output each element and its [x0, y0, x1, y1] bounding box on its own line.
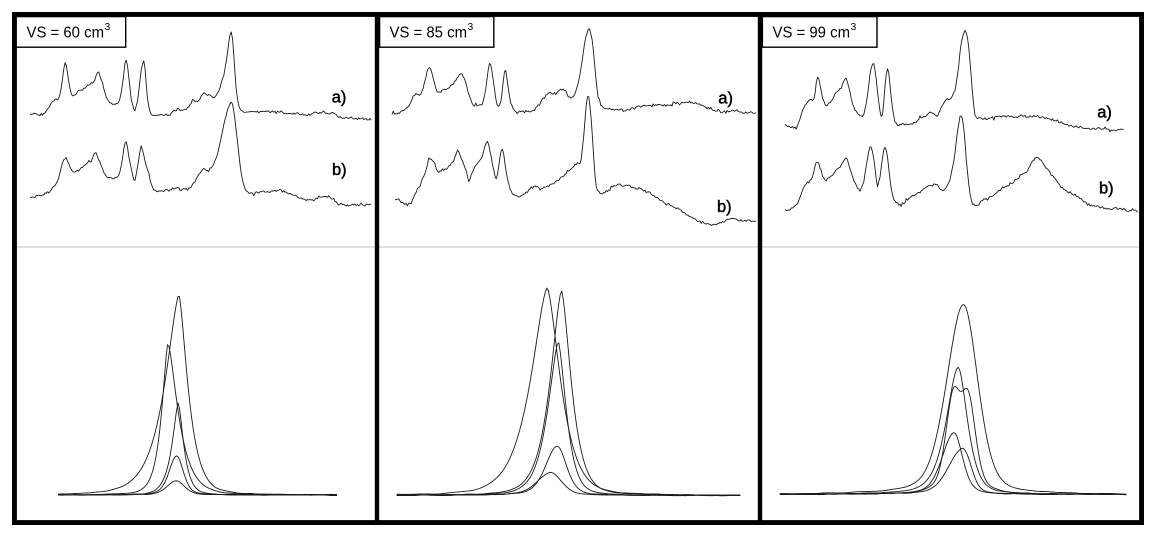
svg-text:b): b)	[332, 161, 347, 179]
svg-text:3: 3	[468, 22, 474, 33]
svg-text:VS = 99 cm: VS = 99 cm	[773, 25, 851, 42]
svg-text:b): b)	[717, 198, 732, 216]
svg-text:a): a)	[1097, 104, 1112, 122]
svg-text:3: 3	[105, 22, 111, 33]
svg-text:a): a)	[718, 90, 733, 108]
svg-text:VS = 85 cm: VS = 85 cm	[390, 25, 468, 42]
svg-text:b): b)	[1099, 180, 1114, 198]
svg-text:3: 3	[851, 22, 857, 33]
svg-text:a): a)	[332, 89, 347, 107]
svg-text:VS = 60 cm: VS = 60 cm	[27, 25, 105, 42]
